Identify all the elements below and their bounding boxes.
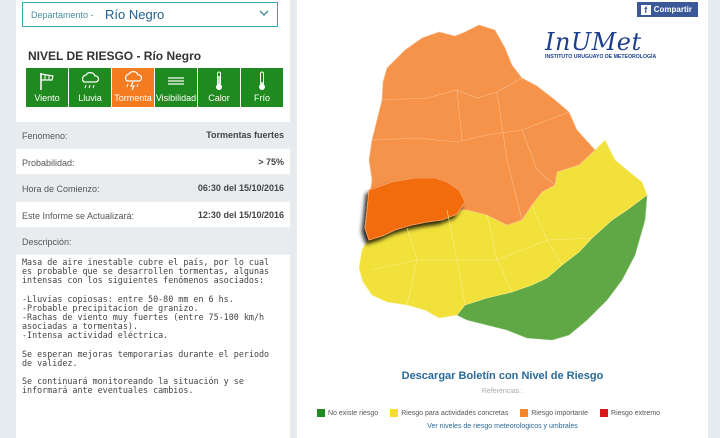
region-rio-negro [364, 177, 466, 241]
phenomenon-label: Viento [34, 93, 60, 103]
description-paragraph: Se continuará monitoreando la situación … [22, 376, 244, 396]
table-row: Descripción: [16, 228, 290, 255]
actualiza-value: 12:30 del 15/10/2016 [197, 209, 284, 220]
facebook-icon: f [640, 4, 651, 15]
legend-item: No existe riesgo [317, 409, 378, 417]
description-paragraph: Se esperan mejoras temporarias durante e… [22, 348, 270, 368]
table-row: Hora de Comienzo: 06:30 del 15/10/2016 [16, 175, 290, 202]
phenomenon-heat[interactable]: Calor [198, 68, 240, 107]
risk-legend: No existe riesgo Riesgo para actividades… [317, 409, 672, 417]
wind-icon [40, 73, 54, 90]
legend-label: Riesgo para actividades concretas [401, 409, 509, 417]
descripcion-label: Descripción: [22, 237, 72, 247]
legend-swatch [600, 409, 609, 417]
legend-label: No existe riesgo [328, 409, 379, 417]
hora-label: Hora de Comienzo: [22, 184, 100, 194]
department-label: Departamento - [31, 10, 94, 20]
department-value: Río Negro [105, 7, 165, 22]
logo-name: InUMet [545, 28, 642, 56]
phenomenon-label: Frío [253, 93, 270, 103]
references-label: Referencias : [481, 388, 524, 395]
phenomenon-label: Tormenta [114, 93, 152, 103]
actualiza-label: Este Informe se Actualizará: [22, 210, 135, 221]
probabilidad-label: Probabilidad: [22, 157, 75, 168]
share-label: Compartir [653, 5, 692, 14]
legend-swatch [317, 409, 325, 417]
legend-item: Riesgo importante [520, 409, 588, 417]
phenomenon-label: Visibilidad [155, 93, 197, 103]
download-bulletin-link[interactable]: Descargar Boletín con Nivel de Riesgo [401, 370, 604, 382]
legend-label: Riesgo extremo [611, 409, 661, 417]
legend-label: Riesgo importante [531, 409, 589, 417]
phenomenon-storm[interactable]: Tormenta [112, 68, 154, 107]
table-row: Fenomeno: Tormentas fuertes [16, 122, 290, 149]
legend-swatch [520, 409, 529, 417]
phenomenon-rain[interactable]: Lluvia [69, 68, 111, 107]
probabilidad-value: > 75% [258, 156, 284, 167]
hora-value: 06:30 del 15/10/2016 [197, 183, 284, 193]
phenomena-bar: Viento Lluvia Tormenta Visibilidad Calor… [26, 68, 284, 107]
fenomeno-label: Fenomeno: [22, 131, 68, 141]
storm-icon [125, 71, 143, 91]
department-select[interactable]: Departamento - Río Negro [22, 2, 278, 27]
phenomenon-label: Calor [208, 93, 230, 103]
description-text: Masa de aire inestable cubre el país, po… [22, 257, 284, 404]
legend-item: Riesgo extremo [600, 409, 660, 417]
risk-levels-link[interactable]: Ver niveles de riesgo meteorologicos y u… [427, 423, 578, 430]
thermometer-hot-icon [216, 71, 222, 90]
fog-icon [168, 77, 184, 85]
thermometer-cold-icon [259, 71, 265, 90]
risk-panel: Departamento - Río Negro NIVEL DE RIESGO… [16, 0, 290, 438]
phenomenon-cold[interactable]: Frío [241, 68, 283, 107]
risk-title: NIVEL DE RIESGO - Río Negro [28, 49, 202, 63]
phenomenon-label: Lluvia [78, 93, 102, 103]
phenomenon-wind[interactable]: Viento [26, 68, 68, 107]
share-button[interactable]: f Compartir [636, 2, 698, 17]
inumet-logo: InUMet INSTITUTO URUGUAYO DE METEOROLOGÍ… [545, 28, 660, 60]
phenomenon-visibility[interactable]: Visibilidad [155, 68, 197, 107]
map-panel: f Compartir InUMet INSTITUTO URUGUAYO DE… [297, 0, 708, 438]
chevron-down-icon [259, 10, 269, 17]
details-table: Fenomeno: Tormentas fuertes Probabilidad… [16, 122, 290, 255]
uruguay-risk-map [358, 24, 648, 341]
rain-icon [82, 72, 100, 89]
table-row: Probabilidad: > 75% [16, 149, 290, 175]
fenomeno-value: Tormentas fuertes [206, 130, 284, 140]
description-paragraph: -Lluvias copiosas: entre 50-80 mm en 6 h… [22, 293, 265, 341]
table-row: Este Informe se Actualizará: 12:30 del 1… [16, 202, 290, 228]
logo-subtitle: INSTITUTO URUGUAYO DE METEOROLOGÍA [545, 54, 657, 60]
legend-swatch [390, 409, 399, 417]
description-paragraph: Masa de aire inestable cubre el país, po… [22, 257, 270, 286]
legend-item: Riesgo para actividades concretas [390, 409, 508, 417]
